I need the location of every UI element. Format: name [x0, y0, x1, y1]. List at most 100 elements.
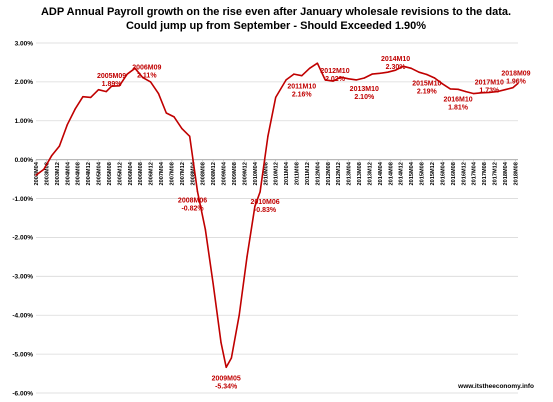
- data-point: [246, 256, 248, 258]
- data-point: [473, 92, 475, 95]
- annotation-value: -0.83%: [254, 207, 277, 214]
- y-tick-label: 2.00%: [15, 79, 34, 86]
- x-tick-label: 2017M08: [482, 162, 488, 185]
- y-tick-label: -2.00%: [12, 235, 33, 242]
- data-point: [410, 67, 412, 70]
- x-tick-label: 2017M04: [472, 161, 478, 185]
- data-point: [134, 67, 136, 70]
- data-point: [496, 90, 498, 93]
- data-point: [35, 174, 37, 176]
- x-tick-label: 2007M04: [159, 161, 165, 185]
- data-point: [230, 357, 233, 359]
- x-tick-label: 2008M04: [190, 161, 196, 185]
- data-point: [308, 67, 311, 70]
- gridlines: [36, 42, 518, 394]
- data-point: [347, 78, 350, 80]
- source-label: www.itstheeconomy.info: [457, 383, 534, 390]
- data-point: [165, 112, 167, 114]
- y-tick-label: -3.00%: [12, 274, 33, 281]
- x-tick-label: 2017M12: [493, 162, 499, 185]
- annotation-value: -5.34%: [215, 383, 238, 390]
- y-axis: 3.00% 2.00% 1.00% 0.00% -1.00% -2.00% -3.00% -4…: [12, 40, 33, 397]
- x-tick-label: 2007M12: [180, 162, 186, 185]
- x-tick-label: 2006M12: [149, 162, 155, 185]
- x-tick-label: 2013M12: [367, 162, 373, 185]
- data-point: [480, 92, 483, 94]
- x-tick-label: 2010M08: [263, 162, 269, 185]
- x-tick-label: 2004M04: [65, 161, 71, 185]
- data-point: [212, 283, 214, 285]
- data-point: [402, 65, 405, 68]
- data-point: [189, 135, 191, 137]
- x-axis: 2003M04 2003M08 2003M12 2004M04 2004M08 2004M…: [34, 159, 519, 185]
- annotation-period: 2017M10: [475, 79, 504, 86]
- chart-title: ADP Annual Payroll growth on the rise ev…: [41, 6, 511, 18]
- x-tick-label: 2005M04: [97, 161, 103, 185]
- data-point: [220, 341, 222, 344]
- data-point: [97, 89, 100, 91]
- chart-subtitle: Could jump up from September - Should Ex…: [126, 20, 426, 32]
- data-point: [254, 205, 256, 207]
- data-point: [157, 92, 160, 95]
- data-point: [90, 96, 92, 99]
- x-tick-label: 2008M08: [201, 162, 207, 185]
- x-tick-label: 2004M08: [76, 162, 82, 185]
- data-point: [293, 73, 295, 75]
- x-tick-label: 2009M08: [232, 162, 238, 185]
- y-tick-label: -5.00%: [12, 351, 33, 358]
- data-point: [149, 81, 152, 83]
- x-tick-label: 2018M08: [513, 162, 519, 185]
- x-tick-label: 2005M12: [117, 162, 123, 185]
- annotation-value: 2.02%: [325, 76, 346, 83]
- data-point: [418, 71, 420, 73]
- data-point: [441, 83, 444, 85]
- data-point: [181, 127, 183, 130]
- x-tick-label: 2013M04: [347, 161, 353, 185]
- data-point: [118, 85, 121, 87]
- annotation-value: 1.89%: [102, 81, 123, 88]
- x-tick-label: 2016M08: [451, 162, 457, 185]
- annotation-value: 1.96%: [506, 78, 527, 85]
- x-tick-label: 2016M04: [440, 161, 446, 185]
- annotation-period: 2018M09: [501, 70, 530, 77]
- data-point: [324, 79, 326, 81]
- data-point: [340, 76, 342, 78]
- data-point: [285, 79, 287, 81]
- annotation-period: 2009M05: [212, 375, 241, 382]
- data-point: [517, 82, 519, 85]
- annotation-value: 2.16%: [292, 92, 313, 99]
- annotation-period: 2016M10: [443, 96, 472, 103]
- y-tick-label: -1.00%: [12, 196, 33, 203]
- x-tick-label: 2014M12: [399, 162, 405, 185]
- x-tick-label: 2010M12: [274, 162, 280, 185]
- y-tick-label: -6.00%: [12, 390, 33, 397]
- annotation-period: 2014M10: [381, 56, 410, 63]
- annotation-value: 2.30%: [386, 64, 407, 71]
- data-point: [105, 90, 108, 93]
- x-tick-label: 2015M12: [430, 162, 436, 185]
- annotation-value: 2.11%: [137, 73, 157, 80]
- x-tick-label: 2007M08: [169, 162, 175, 185]
- x-tick-label: 2005M08: [107, 162, 113, 185]
- series-path: [35, 62, 519, 369]
- x-tick-label: 2008M12: [211, 162, 217, 185]
- annotation-period: 2006M09: [132, 65, 161, 72]
- y-tick-label: 1.00%: [15, 118, 34, 125]
- x-tick-label: 2015M04: [409, 161, 415, 185]
- y-tick-label: 0.00%: [15, 157, 34, 164]
- annotation-value: 2.10%: [354, 94, 375, 101]
- data-point: [449, 88, 451, 90]
- x-tick-label: 2003M04: [34, 161, 40, 185]
- data-point: [488, 91, 490, 94]
- data-point: [126, 73, 128, 75]
- x-tick-label: 2011M12: [305, 162, 311, 185]
- data-point: [512, 87, 514, 89]
- data-point: [204, 229, 207, 231]
- x-tick-label: 2015M08: [420, 162, 426, 185]
- x-tick-label: 2006M08: [138, 162, 144, 185]
- x-tick-label: 2012M08: [326, 162, 332, 185]
- annotation-period: 2015M10: [412, 81, 441, 88]
- x-tick-label: 2018M04: [503, 161, 509, 185]
